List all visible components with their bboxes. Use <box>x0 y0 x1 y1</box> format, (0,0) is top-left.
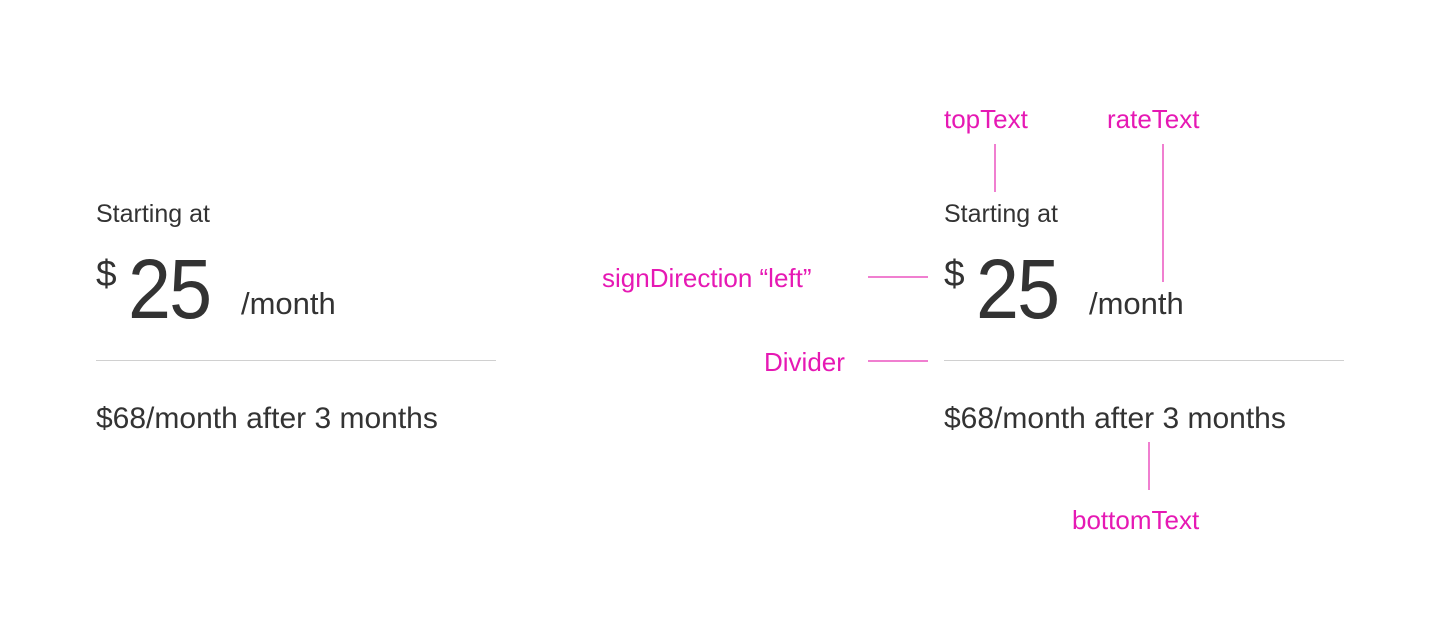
top-text: Starting at <box>96 200 210 228</box>
annotation-top-text: topText <box>944 104 1028 134</box>
annotation-divider: Divider <box>764 347 845 377</box>
annotation-rate-text: rateText <box>1107 104 1200 134</box>
leader-line-rate-text <box>1162 144 1164 282</box>
currency-sign: $ <box>96 253 117 294</box>
divider <box>944 360 1344 361</box>
leader-line-sign-direction <box>868 276 928 278</box>
leader-line-top-text <box>994 144 996 192</box>
rate-text: /month <box>1089 286 1184 321</box>
price-card-annotated: Starting at $ 25 /month $68/month after … <box>944 196 1344 446</box>
price-amount: 25 <box>976 242 1060 336</box>
price-card-plain: Starting at $ 25 /month $68/month after … <box>96 196 496 446</box>
annotation-bottom-text: bottomText <box>1072 505 1200 535</box>
top-text: Starting at <box>944 200 1058 228</box>
bottom-text: $68/month after 3 months <box>96 402 438 435</box>
rate-text: /month <box>241 286 336 321</box>
leader-line-divider <box>868 360 928 362</box>
leader-line-bottom-text <box>1148 442 1150 490</box>
divider <box>96 360 496 361</box>
price-amount: 25 <box>128 242 212 336</box>
annotation-sign-direction: signDirection “left” <box>602 263 812 293</box>
bottom-text: $68/month after 3 months <box>944 402 1286 435</box>
currency-sign: $ <box>944 253 965 294</box>
